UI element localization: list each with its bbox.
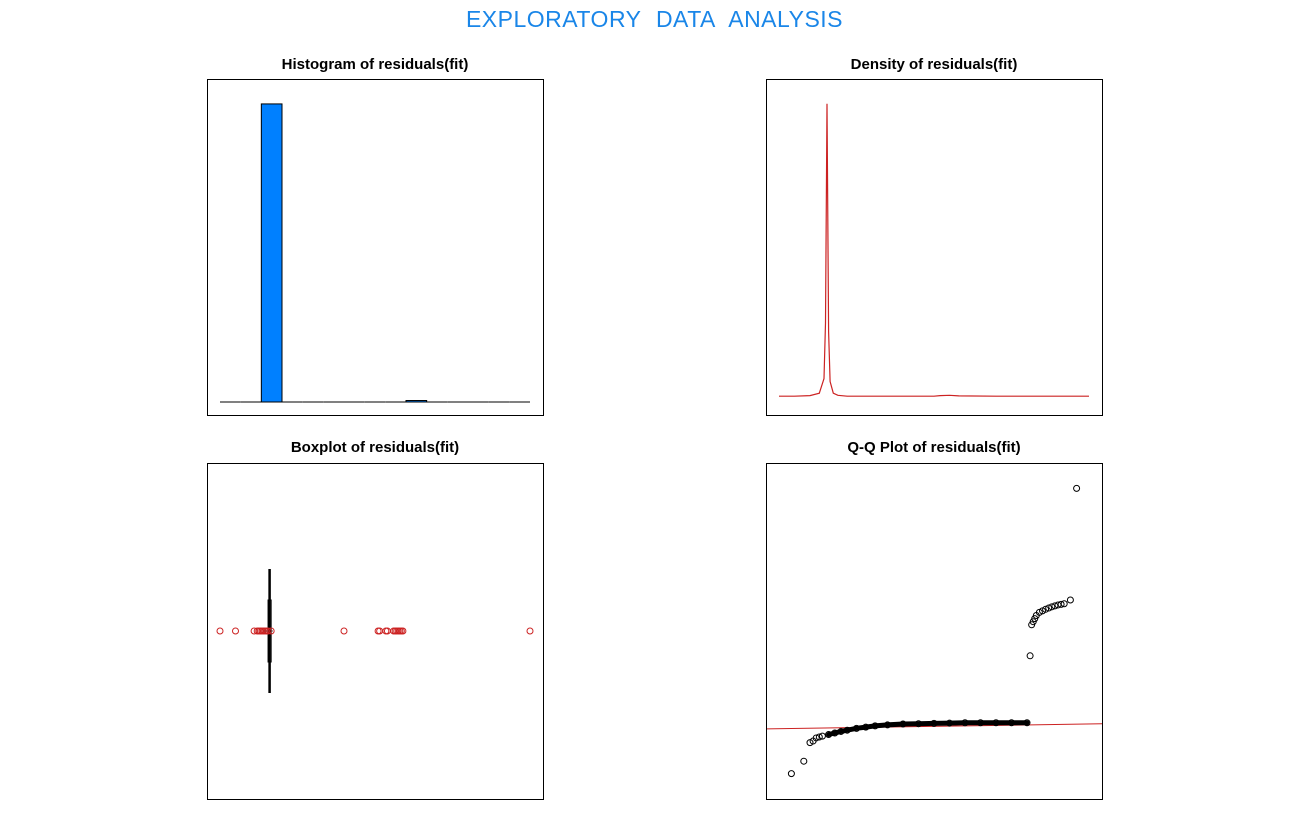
density-title: Density of residuals(fit) [850,56,1018,73]
boxplot-outlier [399,627,407,635]
qq-point [1073,484,1081,492]
qq-point [818,732,826,740]
qq-point [1008,719,1015,727]
qq-point [1066,596,1074,604]
qq-point [871,722,879,730]
qq-point [1048,603,1056,611]
qq-point [961,719,969,727]
histogram-bar [260,103,283,403]
boxplot-outlier [232,627,239,635]
qq-point [915,720,922,728]
qq-point [1023,719,1031,727]
plot-frame [207,79,544,416]
histogram-panel [207,79,544,416]
histogram-bar [405,400,428,403]
boxplot-title: Boxplot of residuals(fit) [290,439,460,456]
qq-point [787,770,795,778]
qq-plot-title: Q-Q Plot of residuals(fit) [847,439,1021,456]
qq-point [1042,605,1050,613]
qq-point [812,734,820,742]
qq-point [1057,600,1065,608]
qq-point [946,719,953,727]
qq-point [1051,602,1059,610]
qq-dense-points [826,720,1030,737]
boxplot-outlier [264,627,272,635]
qq-point [800,757,808,765]
plot-frame [766,79,1103,416]
boxplot-outlier [267,627,275,635]
qq-point [992,719,1000,727]
qq-point [930,719,938,727]
qq-plot-panel [766,463,1103,800]
qq-point [884,721,891,729]
boxplot-outlier [216,627,224,635]
boxplot-outlier [526,627,534,635]
qq-point [825,731,833,739]
boxplot-outlier [340,627,348,635]
qq-point [862,723,870,731]
qq-point [977,719,984,727]
qq-point [1045,604,1053,612]
qq-point [815,733,823,741]
qq-point [843,726,851,734]
plot-frame [766,463,1103,800]
qq-point [853,724,860,732]
boxplot-panel [207,463,544,800]
plot-frame [207,463,544,800]
histogram-title: Histogram of residuals(fit) [281,56,469,73]
density-panel [766,79,1103,416]
qq-point [1026,652,1034,660]
density-line [779,103,1089,397]
main-title: EXPLORATORY DATA ANALYSIS [465,6,844,32]
qq-point [899,720,907,728]
qq-point [1060,600,1068,608]
qq-point [831,729,839,737]
